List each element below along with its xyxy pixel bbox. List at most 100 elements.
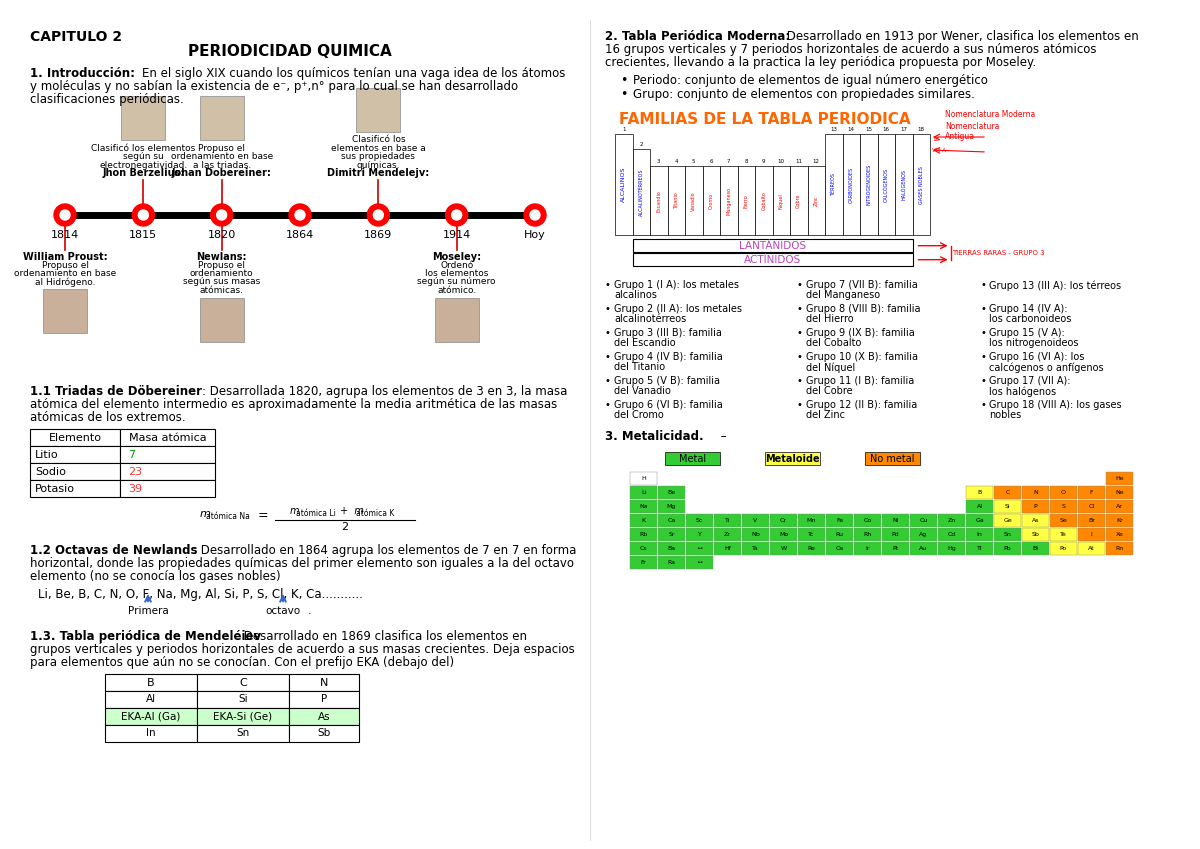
Text: Rn: Rn — [1115, 546, 1123, 551]
Bar — [658, 486, 685, 499]
Text: Be: Be — [667, 490, 676, 495]
Text: N: N — [320, 678, 328, 688]
Text: Sn: Sn — [1003, 532, 1012, 537]
Bar — [1022, 514, 1049, 527]
Text: Mg: Mg — [667, 504, 676, 509]
Bar — [1022, 500, 1049, 513]
Text: S: S — [1062, 504, 1066, 509]
Text: 2: 2 — [342, 522, 348, 532]
Text: B: B — [977, 490, 982, 495]
Text: Nomenclatura Moderna: Nomenclatura Moderna — [946, 110, 1036, 119]
Text: Vanadio: Vanadio — [691, 191, 696, 211]
Bar — [714, 514, 742, 527]
Bar — [882, 543, 910, 555]
Text: atómico.: atómico. — [437, 286, 476, 295]
Text: del Manganeso: del Manganeso — [806, 290, 880, 301]
Circle shape — [524, 204, 546, 226]
Text: =: = — [258, 509, 269, 522]
Text: al Hidrógeno.: al Hidrógeno. — [35, 278, 95, 287]
Text: +  m: + m — [340, 506, 364, 516]
Bar — [895, 134, 912, 235]
Text: químicas.: químicas. — [356, 160, 400, 170]
Text: •: • — [797, 329, 803, 338]
Text: Periodo: conjunto de elementos de igual número energético: Periodo: conjunto de elementos de igual … — [634, 74, 988, 87]
Text: Moseley:: Moseley: — [432, 252, 481, 262]
Bar — [289, 674, 359, 691]
Circle shape — [445, 204, 468, 226]
Bar — [860, 134, 877, 235]
Circle shape — [373, 210, 383, 220]
Text: 1.1 Triadas de Döbereiner: 1.1 Triadas de Döbereiner — [30, 385, 202, 398]
Text: Mo: Mo — [779, 532, 788, 537]
Text: Grupo 16 (VI A): los: Grupo 16 (VI A): los — [989, 352, 1085, 363]
Text: Cobre: Cobre — [797, 194, 802, 208]
Text: •: • — [605, 280, 611, 290]
Bar — [755, 166, 773, 235]
Bar — [1106, 472, 1133, 485]
Text: : Desarrollado en 1864 agrupa los elementos de 7 en 7 en forma: : Desarrollado en 1864 agrupa los elemen… — [193, 544, 576, 557]
Bar — [658, 514, 685, 527]
Text: Si: Si — [1004, 504, 1010, 509]
Text: NITROGENOIDES: NITROGENOIDES — [866, 164, 871, 205]
Text: ••: •• — [696, 546, 703, 551]
Text: 18: 18 — [932, 137, 940, 142]
Text: Grupo 13 (III A): los térreos: Grupo 13 (III A): los térreos — [989, 280, 1121, 290]
Text: .: . — [308, 606, 312, 616]
Bar — [854, 514, 881, 527]
Text: del Níquel: del Níquel — [806, 363, 856, 373]
Text: los nitrogenoideos: los nitrogenoideos — [989, 338, 1079, 348]
Bar — [912, 134, 930, 235]
Bar — [882, 514, 910, 527]
Bar — [938, 528, 965, 541]
Text: Ni: Ni — [893, 518, 899, 523]
Text: Masa atómica: Masa atómica — [128, 432, 206, 442]
Text: Se: Se — [1060, 518, 1067, 523]
Bar — [199, 96, 244, 140]
Text: alcalinotérreos: alcalinotérreos — [614, 314, 686, 324]
Text: Escandio: Escandio — [656, 190, 661, 211]
Text: del Vanadio: del Vanadio — [614, 386, 671, 396]
Text: Grupo 3 (III B): familia: Grupo 3 (III B): familia — [614, 329, 722, 338]
Bar — [742, 528, 769, 541]
Text: 8: 8 — [744, 160, 748, 164]
Text: En el siglo XIX cuando los químicos tenían una vaga idea de los átomos: En el siglo XIX cuando los químicos tení… — [142, 67, 565, 80]
Text: Sb: Sb — [317, 728, 331, 739]
Bar — [630, 486, 658, 499]
Bar — [1106, 486, 1133, 499]
Bar — [197, 725, 289, 742]
Text: Newlans:: Newlans: — [197, 252, 247, 262]
Circle shape — [451, 210, 462, 220]
Text: Po: Po — [1060, 546, 1067, 551]
Text: 3. Metalicidad.: 3. Metalicidad. — [605, 430, 703, 443]
Text: Níquel: Níquel — [779, 193, 784, 209]
Text: elemento (no se conocía los gases nobles): elemento (no se conocía los gases nobles… — [30, 570, 281, 583]
Text: Grupo 15 (V A):: Grupo 15 (V A): — [989, 329, 1064, 338]
Text: At: At — [1088, 546, 1094, 551]
Bar — [289, 725, 359, 742]
Text: Cr: Cr — [780, 518, 787, 523]
Bar — [966, 514, 994, 527]
Text: P: P — [1033, 504, 1037, 509]
Bar — [120, 429, 215, 446]
Text: Pt: Pt — [893, 546, 899, 551]
Text: 2: 2 — [640, 142, 643, 147]
Text: Fe: Fe — [836, 518, 844, 523]
Text: : Desarrollada 1820, agrupa los elementos de 3 en 3, la masa: : Desarrollada 1820, agrupa los elemento… — [202, 385, 568, 398]
Text: •: • — [980, 352, 986, 363]
Text: sus propiedades: sus propiedades — [341, 152, 415, 161]
Bar — [742, 543, 769, 555]
Text: 1.2 Octavas de Newlands: 1.2 Octavas de Newlands — [30, 544, 198, 557]
Text: Grupo 17 (VII A):: Grupo 17 (VII A): — [989, 376, 1070, 386]
Text: Br: Br — [1088, 518, 1094, 523]
Text: 1864: 1864 — [286, 230, 314, 240]
Text: 5: 5 — [692, 160, 696, 164]
Bar — [665, 453, 720, 465]
Text: Hoy: Hoy — [524, 230, 546, 240]
Text: LANTÁNIDOS: LANTÁNIDOS — [739, 241, 806, 250]
Text: Ba: Ba — [667, 546, 676, 551]
Text: Manganeso: Manganeso — [726, 187, 731, 215]
Text: Ti: Ti — [725, 518, 730, 523]
Bar — [938, 514, 965, 527]
Text: atómicas de los extremos.: atómicas de los extremos. — [30, 411, 186, 424]
Bar — [1050, 514, 1078, 527]
